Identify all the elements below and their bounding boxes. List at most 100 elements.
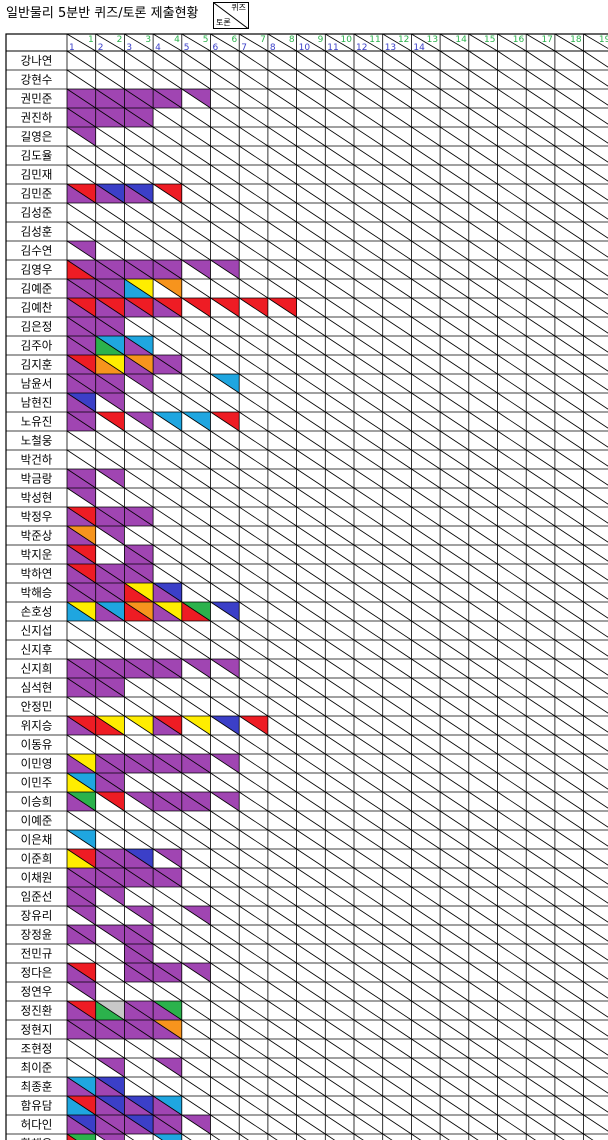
submission-cell bbox=[95, 677, 125, 698]
cell-diagonal bbox=[325, 259, 355, 280]
cell-diagonal bbox=[468, 145, 498, 166]
submission-cell bbox=[497, 981, 527, 1002]
discussion-number: 8 bbox=[270, 43, 276, 53]
student-row: 이예준 bbox=[21, 810, 608, 831]
submission-cell bbox=[95, 924, 125, 945]
submission-cell bbox=[181, 525, 211, 546]
submission-cell bbox=[583, 335, 608, 353]
quiz-submission-mark bbox=[124, 754, 154, 773]
submission-cell bbox=[238, 563, 269, 584]
submission-cell bbox=[382, 354, 412, 375]
submission-cell bbox=[554, 373, 584, 394]
cell-diagonal bbox=[525, 658, 556, 679]
submission-cell bbox=[554, 1095, 584, 1116]
cell-diagonal bbox=[66, 1019, 96, 1040]
submission-cell bbox=[411, 791, 441, 812]
header-diagonal bbox=[411, 33, 441, 52]
cell-diagonal bbox=[411, 525, 441, 546]
submission-cell bbox=[124, 791, 154, 812]
submission-cell bbox=[554, 164, 584, 185]
cell-diagonal bbox=[325, 886, 355, 907]
submission-cell bbox=[325, 449, 355, 470]
cell-diagonal bbox=[497, 506, 527, 527]
cell-diagonal bbox=[468, 753, 498, 774]
cell-diagonal bbox=[66, 696, 96, 717]
cell-diagonal bbox=[325, 202, 355, 223]
submission-cell bbox=[66, 905, 96, 926]
cell-diagonal bbox=[66, 88, 96, 109]
cell-diagonal bbox=[325, 525, 355, 546]
submission-cell bbox=[95, 620, 125, 641]
submission-cell bbox=[554, 202, 584, 223]
cell-diagonal bbox=[296, 563, 326, 584]
cell-diagonal bbox=[267, 886, 297, 907]
cell-diagonal bbox=[210, 734, 240, 755]
submission-cell bbox=[583, 297, 608, 315]
submission-cell bbox=[238, 373, 269, 394]
submission-cell bbox=[124, 373, 154, 394]
cell-diagonal bbox=[525, 563, 556, 584]
cell-diagonal bbox=[267, 620, 297, 641]
quiz-number: 13 bbox=[427, 35, 438, 45]
submission-cell bbox=[66, 715, 96, 736]
submission-cell bbox=[497, 411, 527, 432]
submission-cell bbox=[267, 88, 297, 109]
cell-diagonal bbox=[439, 506, 470, 527]
cell-diagonal bbox=[210, 335, 240, 356]
legend-box: 퀴즈 토론 bbox=[213, 2, 249, 29]
submission-cell bbox=[439, 278, 470, 299]
cell-diagonal bbox=[267, 354, 297, 375]
student-name: 황해은 bbox=[21, 1137, 53, 1140]
submission-cell bbox=[497, 544, 527, 565]
submission-cell bbox=[267, 449, 297, 470]
submission-cell bbox=[152, 202, 183, 223]
submission-cell bbox=[325, 50, 355, 71]
submission-cell bbox=[238, 297, 269, 318]
submission-cell bbox=[411, 316, 441, 337]
submission-cell bbox=[382, 1114, 412, 1135]
cell-diagonal bbox=[353, 1057, 383, 1078]
cell-diagonal bbox=[411, 829, 441, 850]
submission-cell bbox=[152, 1019, 183, 1040]
cell-diagonal bbox=[181, 392, 211, 413]
cell-diagonal bbox=[439, 715, 470, 736]
cell-diagonal bbox=[382, 278, 412, 299]
cell-diagonal bbox=[181, 50, 211, 71]
submission-cell bbox=[152, 50, 183, 71]
submission-cell bbox=[325, 848, 355, 869]
cell-diagonal bbox=[382, 544, 412, 565]
submission-cell bbox=[525, 715, 556, 736]
submission-cell bbox=[468, 715, 498, 736]
submission-cell bbox=[554, 430, 584, 451]
cell-diagonal bbox=[353, 88, 383, 109]
cell-diagonal bbox=[382, 810, 412, 831]
submission-cell bbox=[411, 335, 441, 356]
submission-cell bbox=[124, 734, 154, 755]
cell-diagonal bbox=[267, 183, 297, 204]
submission-cell bbox=[325, 620, 355, 641]
student-row: 김성훈 bbox=[21, 221, 608, 242]
cell-diagonal bbox=[353, 221, 383, 242]
cell-diagonal bbox=[181, 278, 211, 299]
submission-cell bbox=[583, 1133, 594, 1140]
cell-diagonal bbox=[583, 829, 608, 847]
submission-cell bbox=[554, 886, 584, 907]
cell-diagonal bbox=[411, 202, 441, 223]
submission-cell bbox=[583, 107, 608, 125]
submission-cell bbox=[382, 791, 412, 812]
cell-diagonal bbox=[411, 411, 441, 432]
submission-cell bbox=[210, 297, 240, 318]
submission-cell bbox=[439, 411, 470, 432]
submission-cell bbox=[95, 468, 125, 489]
submission-cell bbox=[124, 126, 154, 147]
cell-diagonal bbox=[152, 221, 183, 242]
quiz-submission-mark bbox=[124, 564, 154, 583]
submission-cell bbox=[554, 810, 584, 831]
cell-diagonal bbox=[238, 677, 269, 698]
cell-diagonal bbox=[267, 430, 297, 451]
cell-diagonal bbox=[210, 620, 240, 641]
submission-cell bbox=[152, 506, 183, 527]
cell-diagonal bbox=[296, 525, 326, 546]
quiz-submission-mark bbox=[124, 849, 154, 868]
cell-diagonal bbox=[95, 943, 125, 964]
